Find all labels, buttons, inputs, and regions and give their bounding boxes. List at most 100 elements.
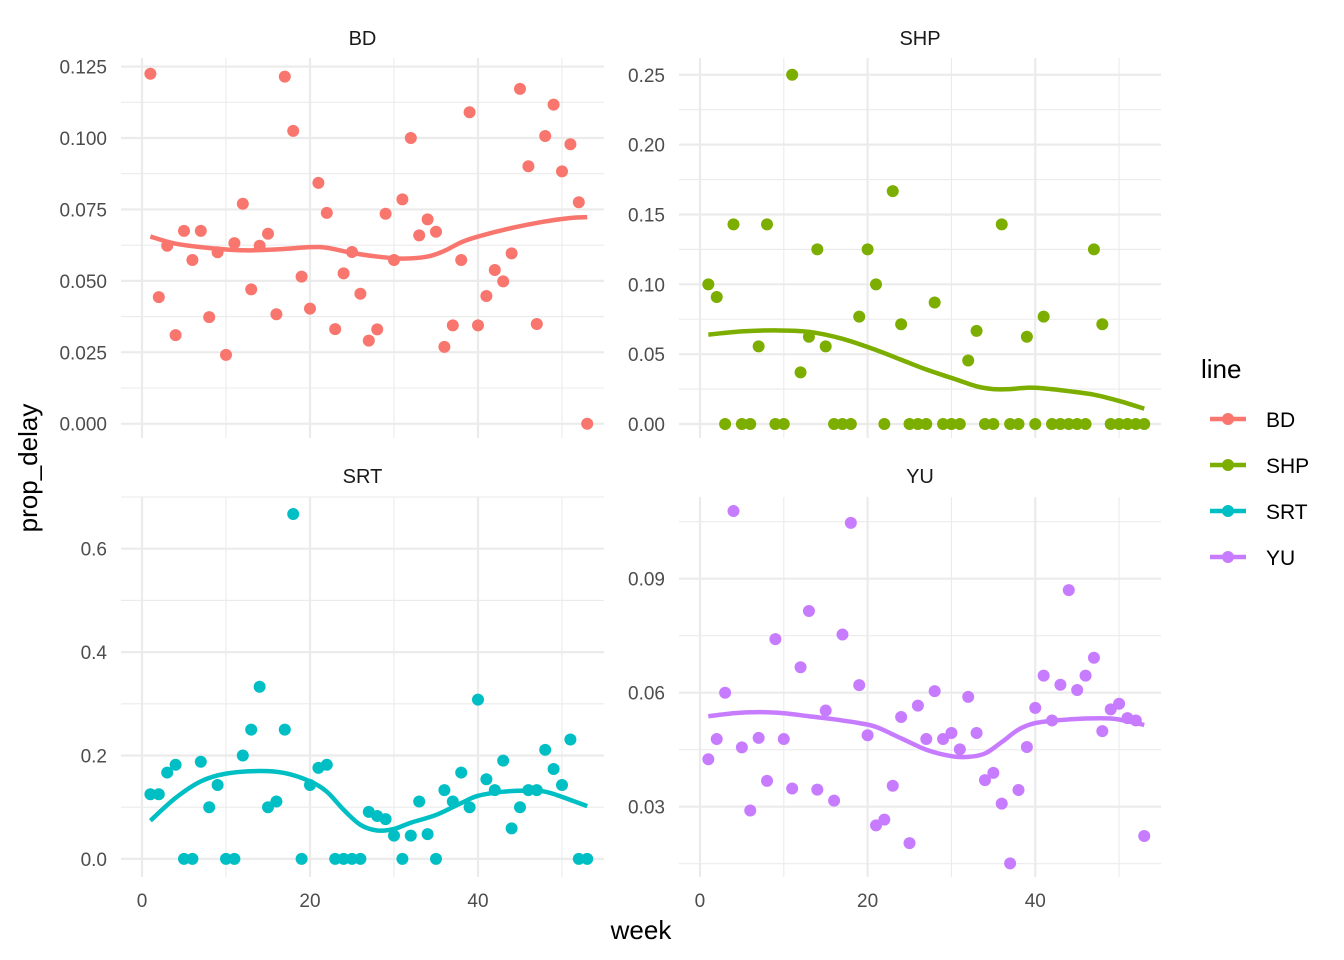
data-point <box>953 418 966 431</box>
data-point <box>1004 418 1017 431</box>
data-point <box>727 505 740 518</box>
data-point <box>388 829 400 842</box>
data-point <box>194 224 207 237</box>
x-tick-label: 0 <box>137 891 148 912</box>
data-point <box>895 711 908 724</box>
data-point <box>413 229 426 242</box>
data-point <box>430 852 442 865</box>
data-point <box>911 418 924 431</box>
y-axis-title: prop_delay <box>13 404 43 533</box>
data-point <box>962 354 975 367</box>
legend-key-point <box>1222 459 1234 471</box>
data-point <box>1096 318 1109 331</box>
data-point <box>869 819 882 832</box>
data-point <box>203 311 216 324</box>
data-point <box>761 774 774 787</box>
legend: line BD SHP SRT YU <box>1201 354 1309 570</box>
data-point <box>186 852 199 865</box>
data-point <box>1079 418 1092 431</box>
data-point <box>1087 651 1100 664</box>
y-tick-label: 0.10 <box>628 275 665 296</box>
data-point <box>819 704 832 717</box>
legend-label: SRT <box>1266 501 1308 524</box>
data-point <box>786 782 799 795</box>
legend-item-srt: SRT <box>1210 501 1308 524</box>
panel-shp: 0.00 0.05 0.10 0.15 0.20 0.25 SHP <box>628 28 1161 438</box>
data-point <box>819 340 832 353</box>
data-point <box>878 418 891 431</box>
data-point <box>836 418 849 431</box>
smooth-line <box>708 328 1145 411</box>
y-tick-label: 0.050 <box>59 272 107 293</box>
data-point <box>928 296 941 309</box>
data-point <box>1029 701 1042 714</box>
data-point <box>270 795 283 808</box>
data-point <box>702 278 715 291</box>
data-point <box>903 837 916 850</box>
data-point <box>556 778 568 791</box>
data-point <box>828 418 841 431</box>
data-point <box>903 418 916 431</box>
data-point <box>1071 684 1084 697</box>
data-point <box>945 726 958 739</box>
data-point <box>556 165 568 178</box>
data-point <box>1071 418 1084 431</box>
legend-key-point <box>1222 551 1234 563</box>
data-point <box>547 98 560 111</box>
data-point <box>161 766 174 779</box>
data-point <box>987 766 1000 779</box>
data-point <box>337 852 350 865</box>
data-point <box>802 605 815 617</box>
y-tick-label: 0.25 <box>628 66 665 87</box>
data-point <box>572 196 585 209</box>
y-tick-label: 0.125 <box>59 58 107 79</box>
data-point <box>920 418 933 431</box>
data-point <box>1037 310 1050 323</box>
x-tick-label: 20 <box>299 891 320 912</box>
data-point <box>719 686 732 699</box>
y-tick-label: 0.100 <box>59 129 107 150</box>
data-point <box>1129 418 1142 431</box>
data-point <box>995 797 1008 810</box>
data-point <box>710 291 723 304</box>
data-point <box>769 633 782 646</box>
data-point <box>886 779 899 792</box>
data-point <box>844 516 857 529</box>
legend-label: BD <box>1266 409 1295 432</box>
data-point <box>320 206 333 219</box>
data-point <box>262 801 274 814</box>
data-point <box>245 283 258 296</box>
data-point <box>564 733 577 746</box>
data-point <box>337 267 350 280</box>
data-point <box>1113 418 1126 431</box>
data-point <box>869 278 882 291</box>
data-point <box>413 795 426 808</box>
data-point <box>446 319 459 332</box>
data-point <box>777 733 790 746</box>
legend-item-yu: YU <box>1210 547 1295 570</box>
data-point <box>480 773 493 786</box>
y-tick-label: 0.06 <box>628 684 665 705</box>
data-point <box>1087 243 1100 256</box>
data-point <box>211 778 224 791</box>
data-point <box>354 287 367 300</box>
data-point <box>371 323 384 336</box>
legend-label: SHP <box>1266 455 1309 478</box>
data-point <box>1121 418 1134 431</box>
data-point <box>472 693 484 706</box>
y-tick-label: 0.025 <box>59 343 107 364</box>
panel-title: BD <box>349 28 377 50</box>
data-point <box>811 783 824 796</box>
data-point <box>253 680 266 693</box>
smooth-line <box>148 768 588 833</box>
data-point <box>178 852 190 865</box>
data-point <box>186 254 199 266</box>
data-point <box>522 160 535 173</box>
data-point <box>744 418 757 431</box>
data-point <box>346 852 358 865</box>
data-point <box>1079 669 1092 682</box>
data-point <box>1012 418 1025 431</box>
panel-title: SRT <box>343 466 383 488</box>
data-point <box>1113 697 1126 710</box>
